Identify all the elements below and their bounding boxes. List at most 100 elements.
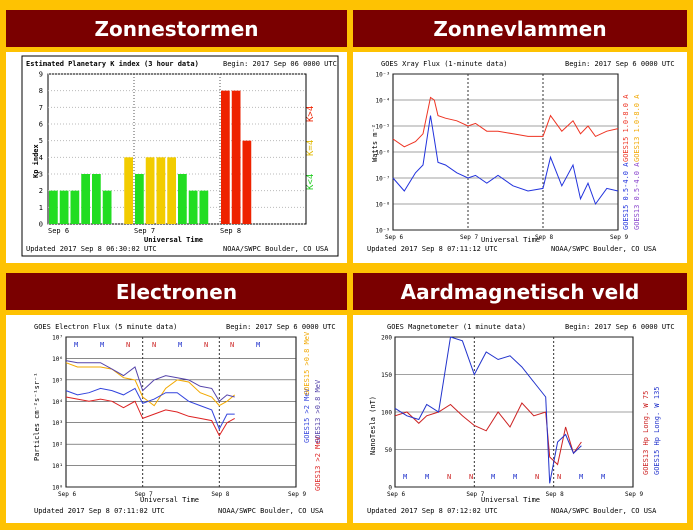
y-tick-label: 10⁻⁶ — [376, 150, 390, 157]
mn-marker: N — [204, 341, 208, 349]
mn-marker: M — [256, 341, 260, 349]
xray-chart: GOES Xray Flux (1-minute data) Begin: 20… — [367, 60, 675, 253]
panel-header: Zonnevlammen — [353, 10, 687, 47]
x-tick-label: Sep 7 — [466, 491, 484, 498]
mn-marker: M — [100, 341, 104, 349]
mn-marker: N — [230, 341, 234, 349]
chart-card[interactable]: GOES Electron Flux (5 minute data) Begin… — [6, 315, 347, 523]
mn-marker: N — [126, 341, 130, 349]
y-axis-label: Watts m⁻² — [371, 124, 379, 162]
chart-card[interactable]: Estimated Planetary K index (3 hour data… — [6, 52, 347, 263]
y-tick-label: 10⁻⁷ — [376, 176, 390, 183]
series-line — [65, 360, 235, 403]
x-tick-label: Sep 9 — [625, 491, 643, 498]
y-tick-label: 10⁷ — [52, 335, 63, 342]
y-tick-label: 10⁻⁴ — [376, 98, 390, 105]
kp-bar — [242, 140, 252, 224]
mn-marker: N — [557, 473, 561, 481]
y-tick-label: 10⁶ — [52, 356, 63, 363]
legend-goes13-hp: GOES13 Hp Long. W 75 — [642, 391, 650, 475]
panel-electron: Electronen GOES Electron Flux (5 minute … — [6, 273, 347, 523]
kp-bar — [167, 157, 176, 224]
x-tick-label: Sep 8 — [535, 234, 553, 241]
chart-title: GOES Magnetometer (1 minute data) — [387, 323, 526, 331]
legend-goes13-short: GOES13 0.5-4.0 A — [633, 162, 641, 230]
chart-begin: Begin: 2017 Sep 6 0000 UTC — [226, 323, 336, 331]
legend-k-lt4: K<4 — [306, 174, 316, 190]
y-tick-label: 100 — [381, 410, 392, 417]
chart-begin: Begin: 2017 Sep 6 0000 UTC — [565, 60, 675, 68]
y-tick-label: 10² — [52, 442, 63, 449]
y-tick-label: 10⁻⁸ — [376, 202, 390, 209]
x-tick-label: Sep 6 — [58, 491, 76, 498]
x-tick-label: Sep 9 — [288, 491, 306, 498]
y-axis-label: Kp index — [32, 143, 40, 178]
y-tick-label: 9 — [39, 71, 43, 79]
legend-goes13-08mev: GOES13 >0.8 MeV — [314, 379, 322, 443]
kp-bar — [81, 174, 90, 224]
x-tick-label: Sep 6 — [387, 491, 405, 498]
y-tick-label: 10⁰ — [52, 485, 63, 492]
y-tick-label: 0 — [388, 485, 392, 492]
kp-bar — [145, 157, 155, 224]
chart-title: Estimated Planetary K index (3 hour data… — [26, 60, 199, 68]
kp-bar — [199, 190, 209, 224]
series-line — [394, 402, 582, 466]
updated-text: Updated 2017 Sep 8 06:30:02 UTC — [26, 245, 157, 253]
y-tick-label: 10⁴ — [52, 399, 63, 406]
kp-chart: Estimated Planetary K index (3 hour data… — [21, 55, 339, 257]
mn-marker: M — [579, 473, 583, 481]
y-tick-label: 2 — [39, 187, 43, 195]
panel-magnetometer: Aardmagnetisch veld GOES Magnetometer (1… — [353, 273, 687, 523]
mn-marker: M — [425, 473, 429, 481]
y-tick-label: 0 — [39, 221, 43, 229]
y-tick-label: 7 — [39, 104, 43, 112]
series-line — [392, 96, 619, 148]
updated-text: Updated 2017 Sep 8 07:11:02 UTC — [34, 507, 165, 515]
legend-goes15-short: GOES15 0.5-4.0 A — [622, 162, 630, 230]
y-tick-label: 10⁻⁵ — [376, 124, 390, 131]
panel-header: Aardmagnetisch veld — [353, 273, 687, 310]
kp-bar — [102, 190, 112, 224]
y-tick-label: 10¹ — [52, 463, 63, 470]
series-line — [65, 362, 236, 407]
legend-goes15-2mev: GOES15 >2 MeV — [303, 387, 311, 443]
mn-marker: N — [469, 473, 473, 481]
chart-begin: Begin: 2017 Sep 06 0000 UTC — [223, 60, 337, 68]
series-line — [392, 115, 619, 206]
mn-marker: M — [601, 473, 605, 481]
series-line — [65, 387, 235, 431]
plot-frame — [65, 336, 297, 488]
updated-text: Updated 2017 Sep 8 07:11:12 UTC — [367, 245, 498, 253]
x-axis-label: Universal Time — [140, 496, 199, 504]
chart-card[interactable]: GOES Magnetometer (1 minute data) Begin:… — [353, 315, 687, 523]
x-tick-label: Sep 9 — [610, 234, 628, 241]
chart-title: GOES Xray Flux (1-minute data) — [381, 60, 507, 68]
x-tick-label: Sep 7 — [460, 234, 478, 241]
legend-goes13-2mev: GOES13 >2 MeV — [314, 435, 322, 491]
x-tick-label: Sep 8 — [220, 227, 241, 235]
x-tick-label: Sep 7 — [135, 491, 153, 498]
legend-goes15-08mev: GOES15 >0.8 MeV — [303, 331, 311, 395]
credit-text: NOAA/SWPC Boulder, CO USA — [551, 507, 657, 515]
kp-bar — [156, 157, 166, 224]
kp-bar — [59, 190, 69, 224]
kp-bar — [70, 190, 80, 224]
panel-xray: Zonnevlammen GOES Xray Flux (1-minute da… — [353, 10, 687, 263]
kp-bar — [231, 90, 241, 224]
chart-title: GOES Electron Flux (5 minute data) — [34, 323, 177, 331]
x-tick-label: Sep 7 — [134, 227, 155, 235]
plot-area: 0 1 2 3 4 5 6 7 8 9 Sep 6 Sep 7 Sep 8 — [39, 71, 307, 235]
y-tick-label: 1 — [39, 204, 43, 212]
x-tick-label: Sep 6 — [385, 234, 403, 241]
mn-marker: M — [74, 341, 78, 349]
series-line — [65, 396, 235, 437]
chart-begin: Begin: 2017 Sep 6 0000 UTC — [565, 323, 675, 331]
y-tick-label: 8 — [39, 87, 43, 95]
y-axis-label: NanoTesla (nT) — [369, 396, 377, 455]
y-tick-label: 10⁵ — [52, 377, 63, 384]
chart-card[interactable]: GOES Xray Flux (1-minute data) Begin: 20… — [353, 52, 687, 263]
